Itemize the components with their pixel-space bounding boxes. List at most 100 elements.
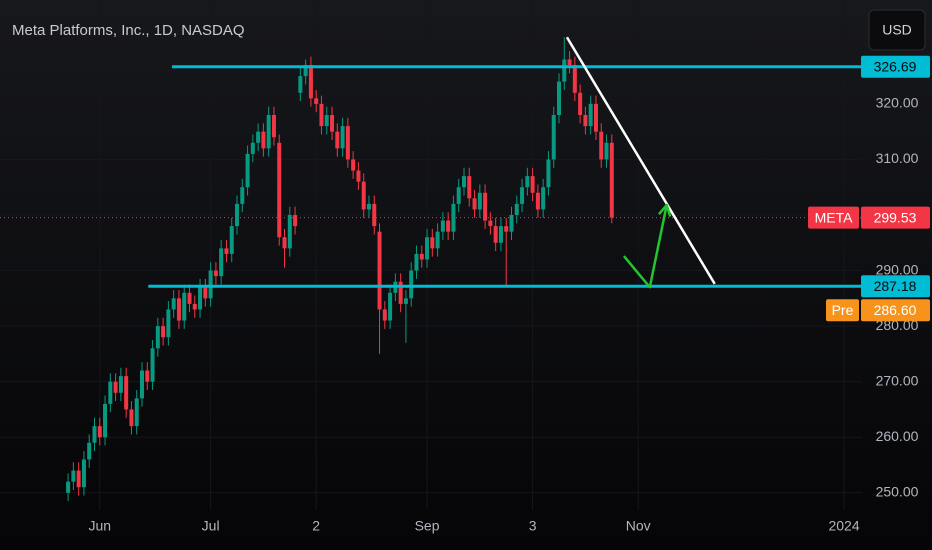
- candle-body: [388, 292, 393, 321]
- candle-body: [103, 403, 108, 438]
- candle-body: [124, 376, 129, 410]
- candle-body: [483, 192, 488, 221]
- candle-body: [266, 115, 271, 149]
- x-tick-label: Jun: [88, 518, 111, 534]
- candle-body: [535, 192, 540, 210]
- x-tick-label: 3: [529, 518, 537, 534]
- x-tick-label: Sep: [415, 518, 440, 534]
- candle-body: [567, 59, 572, 65]
- candle-body: [187, 292, 192, 304]
- candle-body: [599, 131, 604, 160]
- premarket-name: Pre: [832, 302, 854, 318]
- chart-title: Meta Platforms, Inc., 1D, NASDAQ: [12, 22, 245, 39]
- candle-body: [87, 442, 92, 460]
- candle-body: [356, 170, 361, 182]
- candle-body: [372, 203, 377, 227]
- candle-body: [208, 270, 213, 299]
- candle-body: [382, 309, 387, 321]
- candle-body: [498, 226, 503, 243]
- level-price-label: 287.18: [874, 278, 917, 294]
- y-tick-label: 250.00: [876, 483, 919, 499]
- currency-label[interactable]: USD: [882, 22, 912, 38]
- candle-body: [472, 198, 477, 210]
- candle-body: [530, 176, 535, 193]
- y-tick-label: 320.00: [876, 95, 919, 111]
- x-tick-label: Jul: [202, 518, 220, 534]
- candle-body: [345, 126, 350, 160]
- candle-body: [588, 103, 593, 127]
- candle-body: [446, 220, 451, 232]
- candle-body: [562, 59, 567, 82]
- premarket-price-label: 286.60: [874, 302, 917, 318]
- candle-body: [403, 298, 408, 304]
- candle-body: [467, 176, 472, 199]
- candle-body: [409, 270, 414, 299]
- candle-body: [583, 115, 588, 127]
- candle-body: [293, 215, 298, 227]
- candle-body: [150, 348, 155, 382]
- arrow-head: [657, 203, 672, 217]
- premarket-price-box: [861, 299, 930, 322]
- y-tick-label: 270.00: [876, 372, 919, 388]
- candle-body: [440, 220, 445, 232]
- candle-body: [493, 226, 498, 243]
- premarket-name-box: [826, 299, 859, 322]
- candle-body: [509, 215, 514, 232]
- candle-body: [271, 115, 276, 138]
- candle-body: [604, 142, 609, 160]
- candle-body: [213, 270, 218, 277]
- last-price-box: [861, 206, 930, 229]
- candle-body: [118, 376, 123, 393]
- candle-body: [161, 326, 166, 338]
- candle-body: [261, 131, 266, 149]
- candle-body: [324, 115, 329, 127]
- candle-body: [176, 298, 181, 321]
- candle-body: [277, 142, 282, 238]
- candle-body: [139, 370, 145, 399]
- candle-body: [192, 303, 197, 310]
- candle-body: [430, 237, 435, 249]
- candle-body: [97, 426, 102, 438]
- candle-body: [76, 470, 81, 488]
- symbol-label: META: [815, 209, 854, 225]
- candle-body: [593, 103, 598, 132]
- candle-body: [182, 292, 187, 321]
- candle-body: [282, 237, 287, 249]
- candle-body: [287, 215, 292, 249]
- candle-body: [377, 231, 382, 310]
- candle-body: [572, 65, 577, 93]
- candle-body: [108, 381, 113, 404]
- overlay: 250.00260.00270.00280.00290.00300.00310.…: [0, 36, 930, 534]
- candle-body: [198, 287, 203, 310]
- candle-body: [245, 153, 250, 188]
- candle-body: [525, 176, 530, 188]
- candle-body: [224, 248, 229, 254]
- trendline: [565, 36, 716, 285]
- candle-body: [546, 159, 551, 188]
- arrow-path: [622, 204, 668, 289]
- candle-body: [451, 203, 456, 232]
- candle-body: [113, 381, 118, 393]
- candle-body: [250, 142, 255, 154]
- candle-body: [129, 409, 134, 427]
- candle-body: [477, 192, 482, 210]
- candle-body: [456, 187, 461, 204]
- candle-body: [414, 253, 419, 271]
- currency-button[interactable]: [868, 9, 926, 51]
- candle-body: [145, 370, 150, 382]
- candle-body: [308, 65, 313, 99]
- candle-body: [366, 203, 371, 210]
- candle-body: [219, 248, 224, 277]
- candle-body: [488, 220, 493, 227]
- candle-body: [240, 187, 245, 204]
- candle-body: [314, 98, 319, 104]
- candle-body: [398, 281, 403, 304]
- candle-body: [578, 92, 583, 115]
- y-tick-label: 260.00: [876, 428, 919, 444]
- candle-body: [504, 226, 509, 232]
- y-tick-label: 290.00: [876, 261, 919, 277]
- candle-body: [203, 287, 208, 299]
- candle-body: [361, 181, 366, 210]
